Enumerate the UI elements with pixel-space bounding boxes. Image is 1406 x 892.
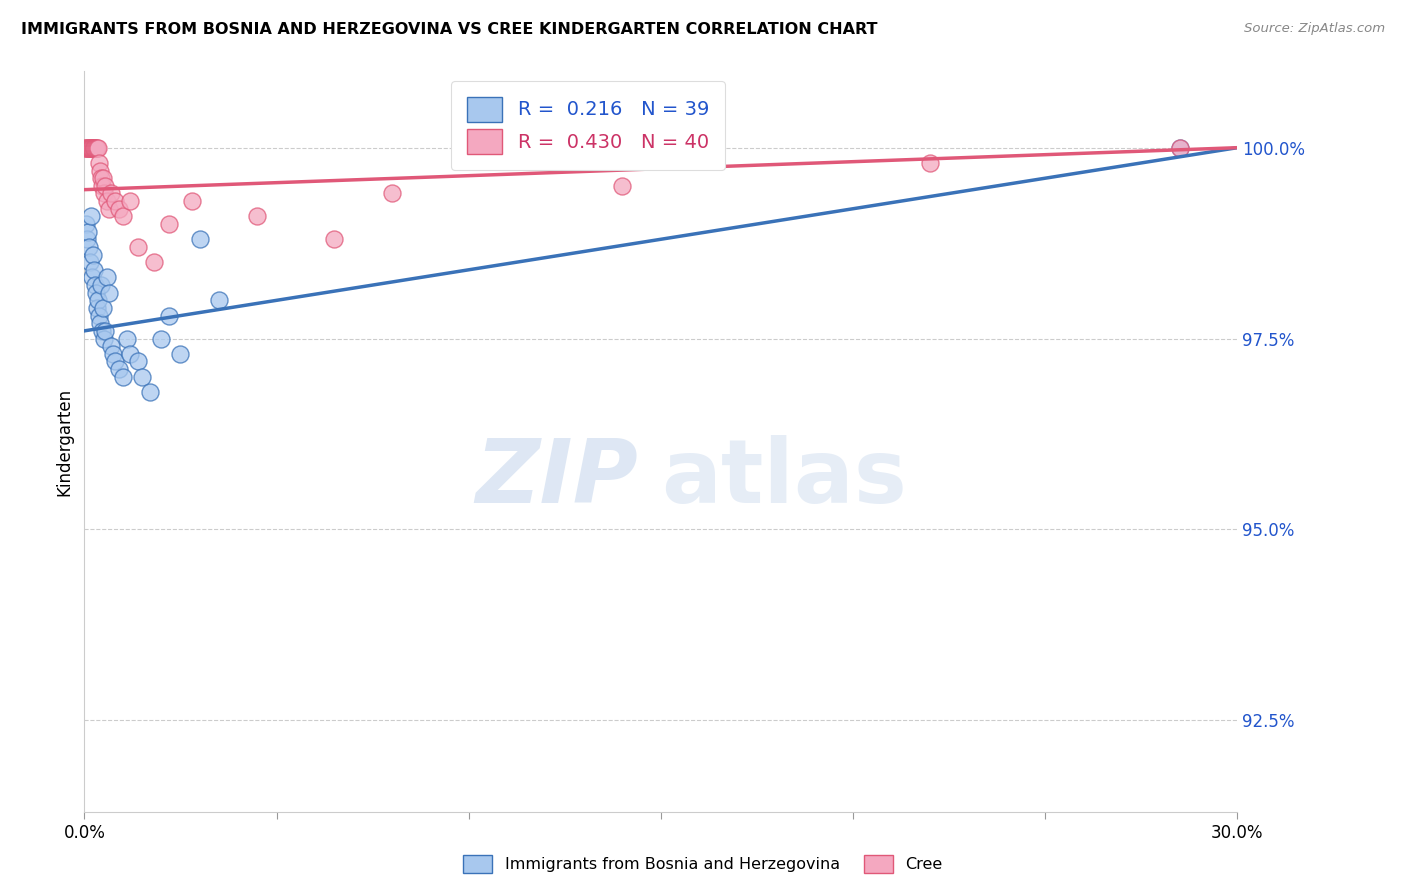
Point	[83, 141, 105, 155]
Point	[77, 141, 100, 155]
Point	[181, 194, 204, 208]
Point	[79, 255, 101, 269]
Point	[82, 247, 104, 261]
Text: atlas: atlas	[661, 435, 907, 522]
Point	[98, 202, 121, 216]
Point	[100, 339, 122, 353]
Point	[100, 186, 122, 201]
Point	[87, 293, 110, 308]
Point	[89, 163, 111, 178]
Point	[127, 354, 149, 368]
Point	[131, 369, 153, 384]
Point	[75, 141, 97, 155]
Point	[84, 278, 107, 293]
Point	[89, 316, 111, 330]
Point	[1168, 141, 1191, 155]
Point	[93, 331, 115, 345]
Point	[79, 141, 101, 155]
Point	[96, 270, 118, 285]
Point	[188, 232, 211, 246]
Point	[115, 331, 138, 345]
Point	[84, 141, 107, 155]
Point	[150, 331, 173, 345]
Point	[79, 141, 101, 155]
Point	[108, 362, 131, 376]
Point	[87, 309, 110, 323]
Point	[90, 278, 112, 293]
Text: IMMIGRANTS FROM BOSNIA AND HERZEGOVINA VS CREE KINDERGARTEN CORRELATION CHART: IMMIGRANTS FROM BOSNIA AND HERZEGOVINA V…	[21, 22, 877, 37]
Point	[80, 270, 103, 285]
Text: Source: ZipAtlas.com: Source: ZipAtlas.com	[1244, 22, 1385, 36]
Point	[89, 171, 111, 186]
Point	[323, 232, 346, 246]
Point	[84, 141, 107, 155]
Point	[127, 240, 149, 254]
Point	[108, 202, 131, 216]
Point	[75, 141, 97, 155]
Point	[103, 347, 124, 361]
Point	[83, 141, 105, 155]
Point	[87, 156, 110, 170]
Point	[83, 262, 105, 277]
Point	[918, 156, 941, 170]
Legend: R =  0.216   N = 39, R =  0.430   N = 40: R = 0.216 N = 39, R = 0.430 N = 40	[451, 81, 724, 170]
Point	[169, 347, 191, 361]
Point	[1168, 141, 1191, 155]
Point	[104, 194, 127, 208]
Point	[75, 217, 97, 231]
Point	[94, 178, 117, 193]
Point	[90, 178, 112, 193]
Point	[80, 141, 103, 155]
Point	[111, 210, 134, 224]
Point	[104, 354, 127, 368]
Point	[96, 194, 118, 208]
Point	[381, 186, 404, 201]
Point	[87, 141, 110, 155]
Point	[82, 141, 104, 155]
Text: ZIP: ZIP	[475, 435, 638, 522]
Point	[91, 301, 114, 315]
Point	[77, 225, 100, 239]
Point	[208, 293, 231, 308]
Point	[80, 210, 103, 224]
Point	[86, 141, 108, 155]
Y-axis label: Kindergarten: Kindergarten	[55, 387, 73, 496]
Point	[142, 255, 165, 269]
Point	[612, 178, 634, 193]
Point	[90, 324, 112, 338]
Point	[138, 384, 160, 399]
Point	[94, 324, 117, 338]
Point	[246, 210, 269, 224]
Point	[80, 141, 103, 155]
Point	[120, 194, 142, 208]
Point	[86, 301, 108, 315]
Point	[111, 369, 134, 384]
Point	[84, 285, 107, 300]
Point	[77, 240, 100, 254]
Point	[93, 186, 115, 201]
Legend: Immigrants from Bosnia and Herzegovina, Cree: Immigrants from Bosnia and Herzegovina, …	[457, 848, 949, 880]
Point	[77, 141, 100, 155]
Point	[157, 217, 180, 231]
Point	[572, 148, 595, 162]
Point	[157, 309, 180, 323]
Point	[120, 347, 142, 361]
Point	[98, 285, 121, 300]
Point	[76, 232, 98, 246]
Point	[76, 141, 98, 155]
Point	[91, 171, 114, 186]
